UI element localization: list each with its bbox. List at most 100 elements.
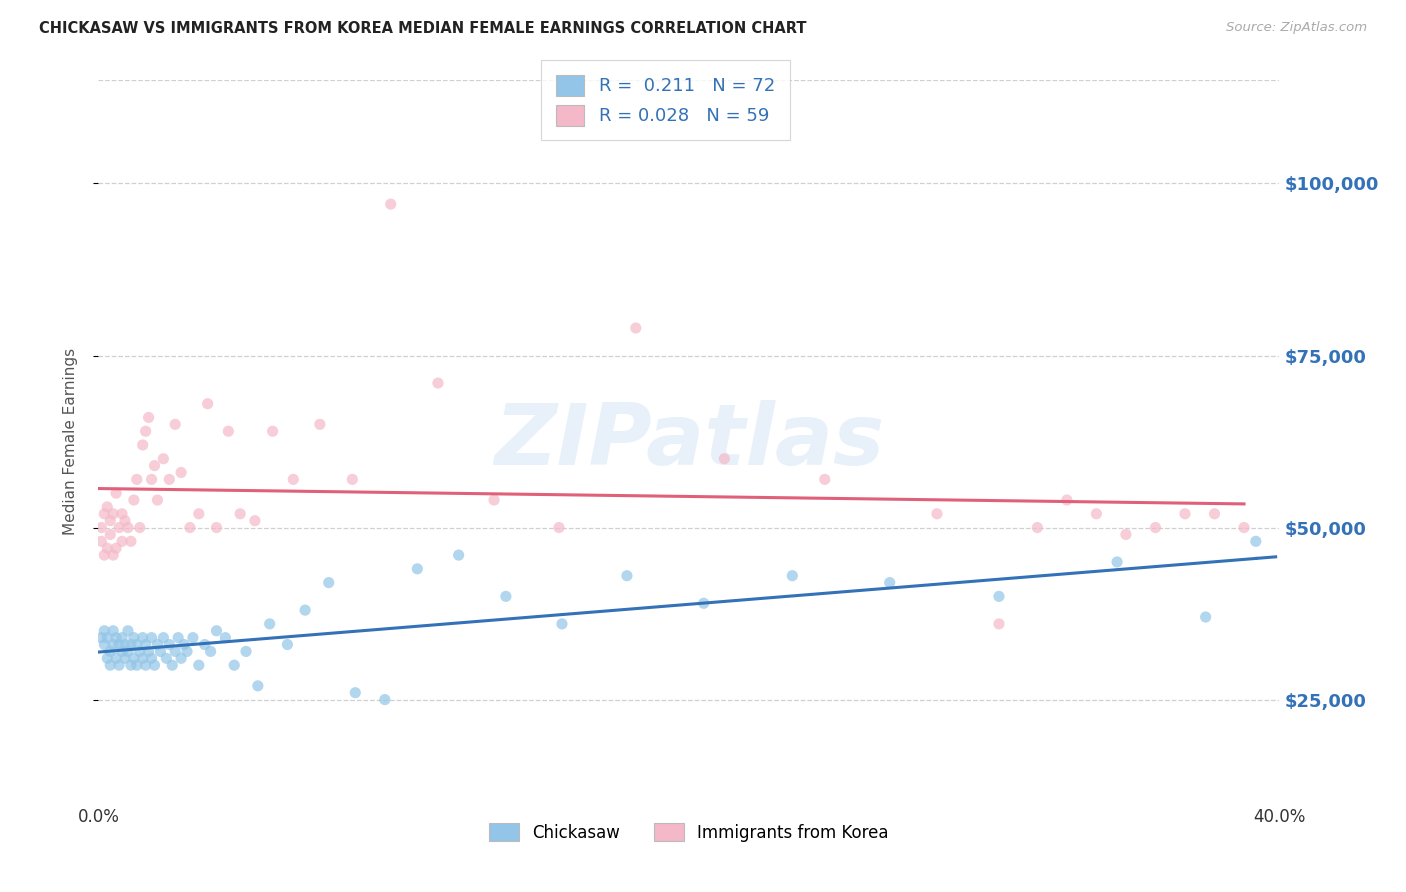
- Point: [96, 541, 118, 556]
- Point: [551, 616, 574, 631]
- Point: [135, 658, 157, 673]
- Point: [98, 658, 121, 673]
- Point: [146, 638, 169, 652]
- Point: [187, 507, 209, 521]
- Point: [98, 644, 121, 658]
- Point: [1174, 507, 1197, 521]
- Point: [205, 624, 228, 638]
- Point: [1115, 527, 1137, 541]
- Point: [194, 638, 217, 652]
- Point: [122, 651, 145, 665]
- Point: [167, 631, 190, 645]
- Text: Source: ZipAtlas.com: Source: ZipAtlas.com: [1226, 21, 1367, 35]
- Point: [165, 417, 187, 432]
- Point: [482, 493, 505, 508]
- Point: [155, 651, 177, 665]
- Point: [111, 507, 134, 521]
- Point: [132, 631, 155, 645]
- Point: [200, 644, 222, 658]
- Point: [181, 631, 204, 645]
- Point: [214, 631, 236, 645]
- Point: [1085, 507, 1108, 521]
- Point: [616, 568, 638, 582]
- Point: [173, 638, 195, 652]
- Point: [309, 417, 332, 432]
- Point: [447, 548, 470, 562]
- Point: [122, 493, 145, 508]
- Point: [114, 514, 136, 528]
- Point: [138, 644, 160, 658]
- Point: [713, 451, 735, 466]
- Point: [152, 451, 174, 466]
- Point: [495, 590, 517, 604]
- Point: [170, 466, 193, 480]
- Point: [141, 631, 163, 645]
- Point: [259, 616, 281, 631]
- Point: [1195, 610, 1218, 624]
- Point: [105, 651, 128, 665]
- Point: [224, 658, 246, 673]
- Point: [1107, 555, 1129, 569]
- Point: [125, 472, 148, 486]
- Point: [246, 679, 269, 693]
- Point: [108, 520, 131, 534]
- Point: [283, 472, 305, 486]
- Point: [103, 507, 125, 521]
- Point: [1244, 534, 1267, 549]
- Point: [988, 590, 1011, 604]
- Point: [1026, 520, 1049, 534]
- Point: [114, 651, 136, 665]
- Text: CHICKASAW VS IMMIGRANTS FROM KOREA MEDIAN FEMALE EARNINGS CORRELATION CHART: CHICKASAW VS IMMIGRANTS FROM KOREA MEDIA…: [39, 21, 807, 37]
- Point: [105, 631, 128, 645]
- Point: [138, 410, 160, 425]
- Point: [374, 692, 396, 706]
- Point: [162, 658, 183, 673]
- Point: [925, 507, 948, 521]
- Point: [693, 596, 716, 610]
- Point: [157, 638, 180, 652]
- Point: [108, 658, 131, 673]
- Point: [103, 624, 125, 638]
- Point: [276, 638, 298, 652]
- Point: [105, 486, 128, 500]
- Point: [262, 424, 284, 438]
- Point: [93, 548, 115, 562]
- Point: [90, 534, 112, 549]
- Point: [103, 638, 125, 652]
- Point: [103, 548, 125, 562]
- Point: [120, 638, 142, 652]
- Point: [105, 541, 128, 556]
- Point: [149, 644, 172, 658]
- Point: [128, 644, 150, 658]
- Point: [111, 644, 134, 658]
- Point: [117, 624, 139, 638]
- Point: [96, 631, 118, 645]
- Point: [406, 562, 429, 576]
- Point: [108, 638, 131, 652]
- Point: [1233, 520, 1256, 534]
- Point: [141, 651, 163, 665]
- Legend: Chickasaw, Immigrants from Korea: Chickasaw, Immigrants from Korea: [482, 817, 896, 848]
- Point: [132, 438, 155, 452]
- Point: [132, 651, 155, 665]
- Point: [170, 651, 193, 665]
- Point: [90, 520, 112, 534]
- Point: [93, 638, 115, 652]
- Point: [117, 520, 139, 534]
- Point: [114, 638, 136, 652]
- Point: [344, 686, 367, 700]
- Point: [98, 514, 121, 528]
- Point: [120, 658, 142, 673]
- Point: [179, 520, 201, 534]
- Point: [143, 658, 166, 673]
- Point: [988, 616, 1011, 631]
- Point: [157, 472, 180, 486]
- Point: [117, 644, 139, 658]
- Point: [342, 472, 364, 486]
- Point: [96, 651, 118, 665]
- Point: [122, 631, 145, 645]
- Point: [229, 507, 252, 521]
- Point: [427, 376, 450, 390]
- Point: [111, 631, 134, 645]
- Point: [146, 493, 169, 508]
